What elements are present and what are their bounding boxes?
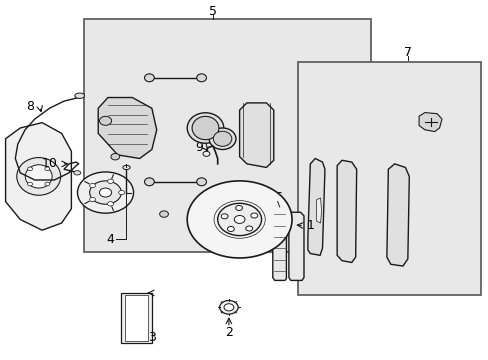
Ellipse shape — [227, 226, 234, 231]
Text: 5: 5 — [208, 5, 216, 18]
Text: 3: 3 — [147, 331, 156, 344]
Polygon shape — [98, 98, 157, 158]
Ellipse shape — [245, 226, 252, 231]
Ellipse shape — [234, 216, 244, 224]
Ellipse shape — [122, 165, 130, 170]
Polygon shape — [83, 19, 370, 252]
Ellipse shape — [77, 172, 133, 213]
Ellipse shape — [25, 165, 52, 188]
Text: 4: 4 — [106, 233, 114, 246]
Text: 8: 8 — [26, 100, 34, 113]
Ellipse shape — [159, 211, 168, 217]
Ellipse shape — [219, 301, 238, 314]
Ellipse shape — [187, 113, 224, 143]
Text: 1: 1 — [306, 219, 314, 232]
Polygon shape — [272, 207, 286, 280]
Ellipse shape — [192, 116, 219, 140]
Ellipse shape — [224, 304, 233, 311]
Polygon shape — [386, 164, 408, 266]
Ellipse shape — [221, 214, 227, 219]
Polygon shape — [125, 296, 148, 341]
Ellipse shape — [89, 181, 121, 204]
Polygon shape — [336, 160, 356, 262]
Ellipse shape — [196, 178, 206, 186]
Ellipse shape — [213, 131, 231, 146]
Ellipse shape — [99, 116, 111, 125]
Polygon shape — [5, 123, 71, 230]
Ellipse shape — [45, 182, 50, 186]
Text: 2: 2 — [224, 326, 232, 339]
Ellipse shape — [119, 190, 124, 195]
Polygon shape — [121, 293, 152, 343]
Ellipse shape — [28, 182, 33, 186]
Ellipse shape — [89, 197, 95, 202]
Ellipse shape — [187, 181, 291, 258]
Polygon shape — [316, 198, 321, 223]
Ellipse shape — [17, 158, 61, 195]
Ellipse shape — [235, 206, 242, 211]
Ellipse shape — [28, 167, 33, 171]
Ellipse shape — [111, 153, 120, 160]
Ellipse shape — [45, 167, 50, 171]
Ellipse shape — [144, 178, 154, 186]
Ellipse shape — [75, 93, 84, 98]
Polygon shape — [298, 62, 480, 295]
Polygon shape — [307, 158, 325, 255]
Polygon shape — [239, 103, 273, 167]
Ellipse shape — [89, 184, 95, 188]
Polygon shape — [288, 212, 304, 280]
Ellipse shape — [209, 128, 236, 149]
Ellipse shape — [107, 179, 113, 184]
Ellipse shape — [250, 213, 257, 218]
Ellipse shape — [74, 171, 81, 175]
Text: 9: 9 — [195, 141, 203, 154]
Polygon shape — [418, 113, 441, 132]
Ellipse shape — [144, 74, 154, 82]
Ellipse shape — [99, 188, 111, 197]
Ellipse shape — [107, 202, 113, 206]
Text: 10: 10 — [41, 157, 57, 170]
Ellipse shape — [196, 74, 206, 82]
Ellipse shape — [203, 151, 209, 156]
Text: 7: 7 — [403, 46, 411, 59]
Ellipse shape — [217, 203, 261, 235]
Text: 6: 6 — [273, 192, 281, 204]
